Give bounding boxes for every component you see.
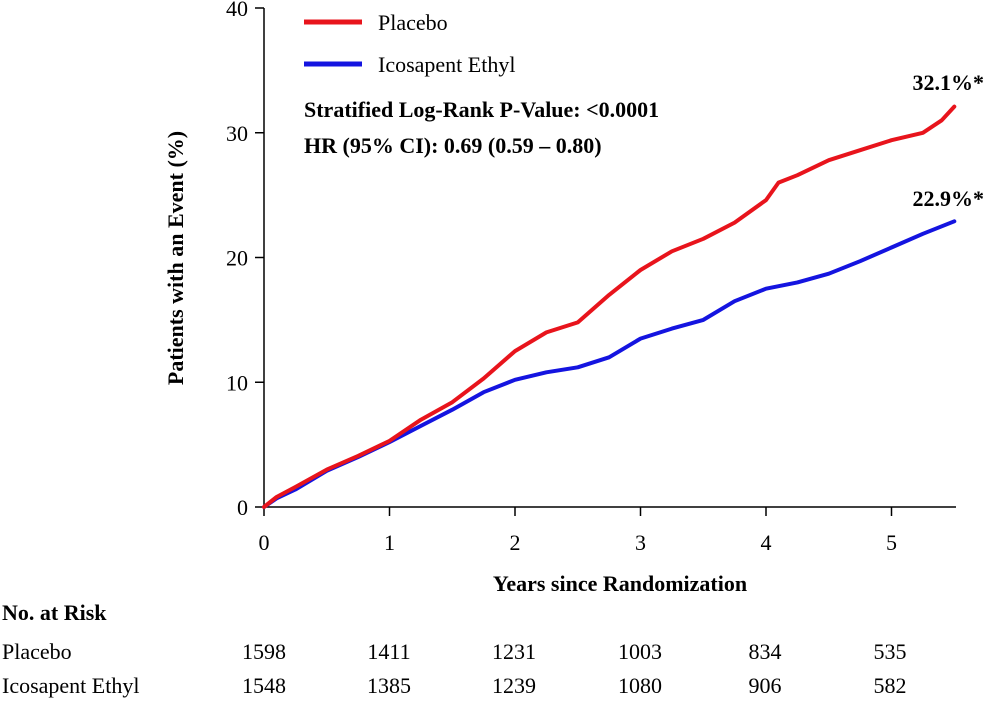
risk-value: 1385 xyxy=(367,673,411,698)
series-line-placebo xyxy=(262,104,957,509)
annotation-text: HR (95% CI): 0.69 (0.59 – 0.80) xyxy=(304,133,602,158)
y-tick-label: 30 xyxy=(226,121,248,146)
y-tick-label: 40 xyxy=(226,0,248,21)
axes: 0 10 20 30 40 0 1 2 3 4 5 Years since Randomization… xyxy=(163,0,956,596)
legend-label: Placebo xyxy=(378,10,448,35)
risk-table-row: Icosapent Ethyl 1548 1385 1239 1080 906 582 xyxy=(0,673,1000,703)
x-tick-label: 5 xyxy=(886,530,897,555)
y-tick-label: 20 xyxy=(226,246,248,271)
risk-value: 1003 xyxy=(618,639,662,664)
chart-labels: Stratified Log-Rank P-Value: <0.0001 HR (… xyxy=(304,70,984,211)
risk-value: 1598 xyxy=(242,639,286,664)
km-chart: 0 10 20 30 40 0 1 2 3 4 5 Years since Randomization… xyxy=(163,0,984,596)
risk-value: 582 xyxy=(873,673,907,698)
risk-value: 1231 xyxy=(492,639,536,664)
risk-table-row: Placebo 1598 1411 1231 1003 834 535 xyxy=(0,639,1000,669)
risk-value: 834 xyxy=(748,639,782,664)
x-axis-title: Years since Randomization xyxy=(493,571,747,596)
risk-value: 906 xyxy=(748,673,782,698)
end-value-label: 32.1%* xyxy=(913,70,985,95)
series-lines xyxy=(262,104,957,509)
risk-value: 1548 xyxy=(242,673,286,698)
x-tick-label: 2 xyxy=(510,530,521,555)
y-tick-label: 10 xyxy=(226,370,248,395)
risk-value: 535 xyxy=(873,639,907,664)
risk-value: 1080 xyxy=(618,673,662,698)
end-value-label: 22.9%* xyxy=(913,186,985,211)
y-axis-title: Patients with an Event (%) xyxy=(163,131,188,385)
risk-table-title: No. at Risk xyxy=(2,600,107,625)
legend: Placebo Icosapent Ethyl xyxy=(304,10,515,77)
annotation-text: Stratified Log-Rank P-Value: <0.0001 xyxy=(304,97,659,122)
y-tick-label: 0 xyxy=(237,495,248,520)
x-tick-label: 3 xyxy=(635,530,646,555)
series-line-icosapent-ethyl xyxy=(262,219,957,509)
x-tick-label: 1 xyxy=(384,530,395,555)
risk-value: 1239 xyxy=(492,673,536,698)
risk-row-label: Placebo xyxy=(2,639,72,664)
risk-value: 1411 xyxy=(367,639,411,664)
x-tick-label: 0 xyxy=(259,530,270,555)
legend-label: Icosapent Ethyl xyxy=(378,52,515,77)
risk-row-label: Icosapent Ethyl xyxy=(2,673,140,698)
x-tick-label: 4 xyxy=(761,530,772,555)
